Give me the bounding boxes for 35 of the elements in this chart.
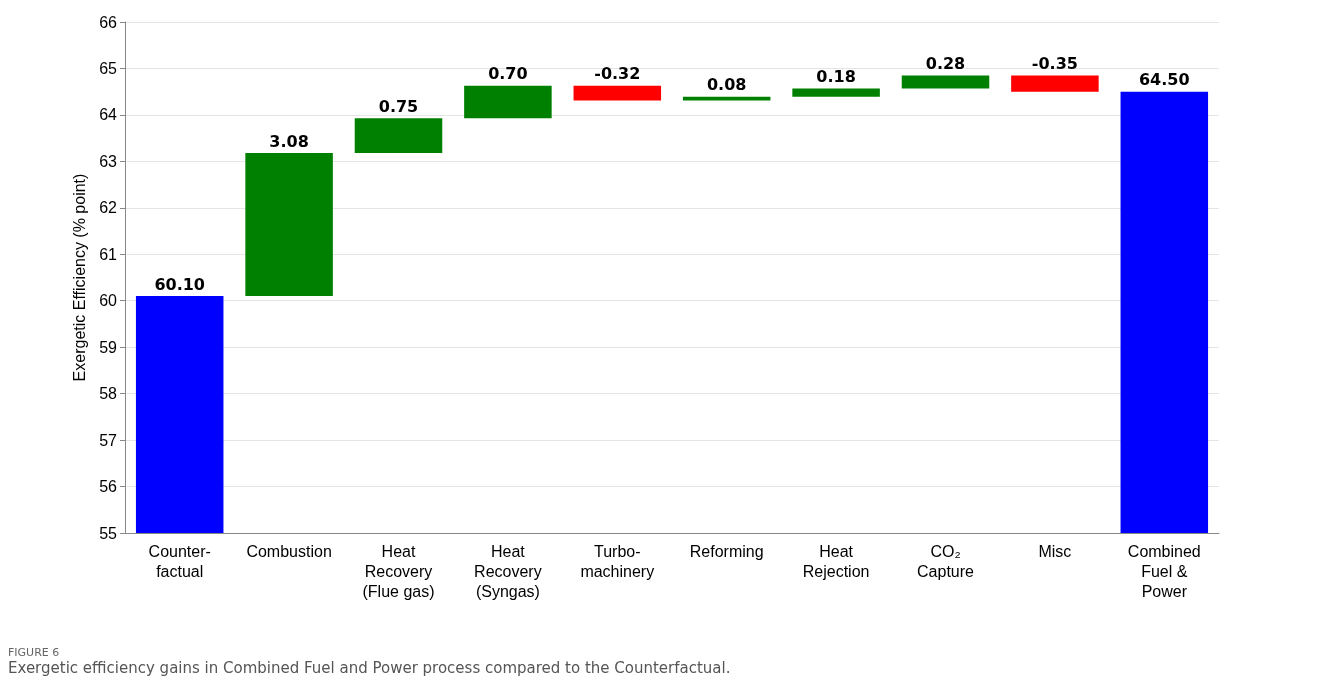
x-tick-label: Heat Recovery (Flue gas): [362, 542, 435, 600]
x-tick-label: Counter- factual: [148, 542, 211, 580]
y-tick-label: 55: [99, 524, 118, 542]
data-label: 0.75: [378, 96, 419, 116]
y-tick-label: 62: [99, 199, 118, 217]
y-axis-title: Exergetic Efficiency (% point): [70, 173, 88, 382]
x-tick-label: Misc: [1038, 542, 1072, 560]
y-tick-label: 60: [99, 292, 118, 310]
data-label: 3.08: [269, 131, 309, 151]
caption: FIGURE 6: [8, 646, 61, 659]
data-label: 0.28: [925, 53, 966, 73]
y-tick-label: 61: [99, 245, 118, 263]
y-tick-label: 63: [99, 152, 118, 170]
x-tick-label: Turbo- machinery: [580, 542, 655, 580]
x-tick-label: Combustion: [246, 542, 332, 560]
y-tick-label: 59: [99, 338, 118, 356]
y-tick-label: 56: [99, 478, 118, 496]
data-label: 0.70: [488, 64, 528, 84]
text: Exergetic efficiency gains in Combined Fuel and Power process compared to the Counterfactual.: [8, 659, 731, 677]
x-tick-label: CO₂ Capture: [917, 542, 975, 580]
data-label: 0.08: [706, 75, 747, 95]
y-tick-label: 57: [99, 431, 118, 449]
data-label: 60.10: [154, 274, 205, 294]
y-tick-label: 66: [99, 13, 118, 31]
x-tick-label: Combined Fuel & Power: [1127, 542, 1201, 600]
x-tick-label: Heat Rejection: [802, 542, 870, 580]
y-tick-label: 64: [99, 106, 118, 124]
data-label: -0.32: [594, 64, 641, 84]
y-tick-label: 65: [99, 59, 118, 77]
x-tick-label: Heat Recovery (Syngas): [474, 542, 542, 600]
data-label: 0.18: [816, 66, 856, 86]
data-label: 64.50: [1139, 70, 1190, 90]
data-label: -0.35: [1031, 53, 1078, 73]
x-tick-label: Reforming: [689, 542, 764, 560]
y-tick-label: 58: [99, 385, 118, 403]
